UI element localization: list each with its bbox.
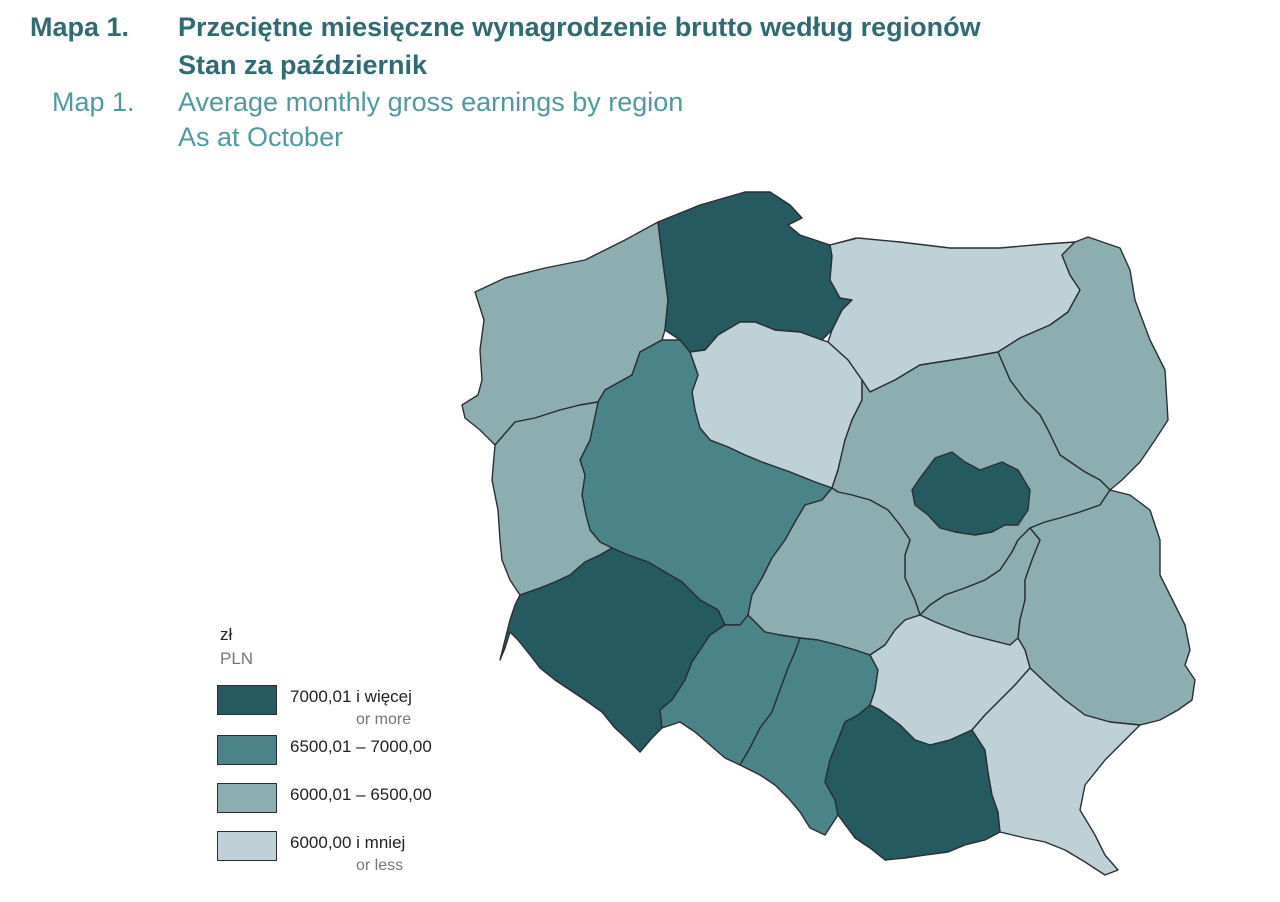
map-number-en: Map 1.: [52, 87, 135, 117]
legend-item-class-4: 6000,00 i mniej or less: [217, 831, 477, 877]
title-pl-line1: Przeciętne miesięczne wynagrodzenie brut…: [178, 12, 981, 42]
legend-unit-pl: zł: [220, 625, 233, 644]
legend-sublabel: or less: [356, 857, 404, 874]
legend-swatch: [217, 831, 277, 861]
region-warszawa[interactable]: [911, 451, 1031, 536]
title-pl-line2: Stan za październik: [178, 50, 428, 80]
legend-sublabel: or more: [356, 711, 412, 728]
legend-item-class-3: 6000,01 – 6500,00: [217, 783, 477, 829]
legend-label: 6500,01 – 7000,00: [290, 737, 432, 756]
legend-swatch: [217, 685, 277, 715]
legend-swatch: [217, 783, 277, 813]
legend: zł PLN 7000,01 i więcej or more 6500,01 …: [217, 625, 477, 885]
title-en-line1: Average monthly gross earnings by region: [178, 87, 684, 117]
legend-swatch: [217, 735, 277, 765]
legend-label: 6000,00 i mniej: [290, 833, 406, 852]
map-number-pl: Mapa 1.: [30, 12, 130, 42]
legend-item-class-2: 6500,01 – 7000,00: [217, 735, 477, 781]
legend-item-class-1: 7000,01 i więcej or more: [217, 685, 477, 731]
region-lubelskie[interactable]: [1017, 489, 1196, 726]
title-en-line2: As at October: [178, 122, 344, 152]
legend-label: 7000,01 i więcej: [290, 687, 412, 706]
legend-unit-en: PLN: [220, 649, 254, 668]
map-title: Mapa 1. Przeciętne miesięczne wynagrodze…: [0, 0, 1280, 170]
region-podkarpackie[interactable]: [971, 667, 1141, 876]
legend-label: 6000,01 – 6500,00: [290, 785, 432, 804]
region-lubuskie[interactable]: [491, 401, 613, 596]
